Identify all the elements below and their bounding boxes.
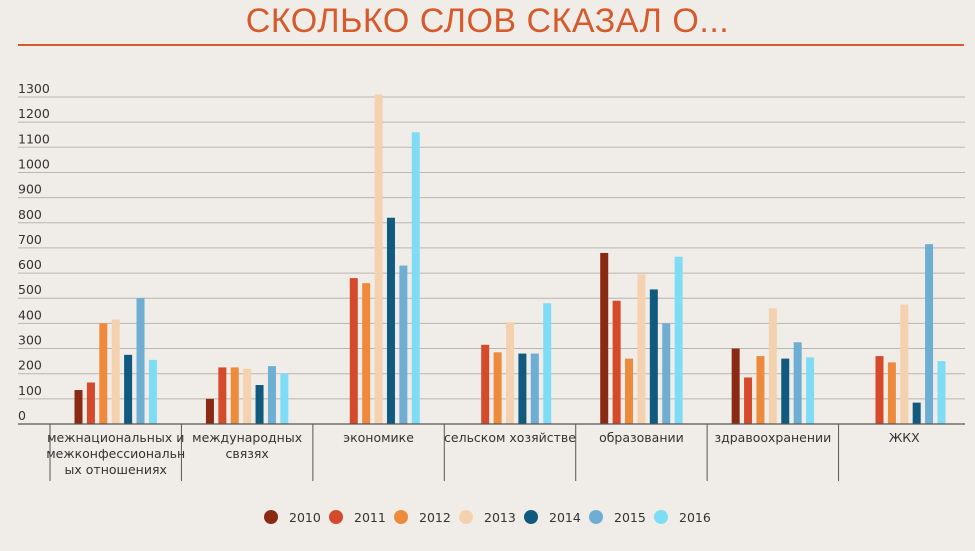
bar [86, 382, 95, 424]
bar [674, 256, 683, 424]
chart-title: СКОЛЬКО СЛОВ СКАЗАЛ О... [245, 2, 730, 40]
bar [136, 298, 145, 424]
y-tick-label: 400 [18, 307, 42, 322]
legend: 2010 2011 2012 2013 2014 2015 2016 [264, 510, 711, 525]
bar [506, 322, 514, 424]
bars [74, 94, 946, 424]
category-label: ых отношениях [65, 462, 167, 477]
legend-label: 2012 [419, 510, 451, 525]
bar [481, 344, 490, 424]
bar [530, 353, 539, 424]
category-label: образовании [599, 430, 684, 445]
category-label: сельском хозяйстве [444, 430, 576, 445]
bar [731, 348, 740, 424]
category-label: межконфессиональн [46, 446, 185, 461]
bar [205, 398, 214, 424]
bar [280, 373, 289, 424]
y-tick-label: 600 [18, 257, 42, 272]
category-label: межнациональных и [47, 430, 184, 445]
legend-label: 2011 [354, 510, 386, 525]
bar [662, 323, 671, 424]
legend-label: 2015 [614, 510, 646, 525]
bar [612, 300, 621, 424]
bar [768, 308, 777, 424]
bar [124, 354, 133, 424]
y-tick-label: 300 [18, 333, 42, 348]
y-tick-label: 700 [18, 232, 42, 247]
bar [793, 342, 802, 424]
bar [649, 289, 658, 424]
legend-marker [264, 510, 278, 524]
category-label: экономике [343, 430, 414, 445]
category-label: связях [225, 446, 268, 461]
bar [912, 402, 921, 424]
bar [218, 367, 227, 424]
y-axis-ticks: 0 100 200 300 400 500 600 700 800 900 1000 1100 1200… [18, 81, 50, 423]
y-tick-label: 200 [18, 358, 42, 373]
bar [267, 366, 276, 424]
bar [399, 265, 408, 424]
bar [925, 244, 934, 424]
bar [362, 283, 371, 424]
y-tick-label: 1000 [18, 156, 50, 171]
bar [74, 390, 83, 424]
bar [756, 356, 765, 424]
bar [937, 361, 946, 424]
category-label: здравоохранении [714, 430, 831, 445]
y-tick-label: 1200 [18, 106, 50, 121]
y-tick-label: 900 [18, 182, 42, 197]
x-axis [18, 423, 965, 481]
bar [411, 132, 420, 424]
legend-marker [589, 510, 603, 524]
legend-marker [459, 510, 473, 524]
bar [243, 368, 252, 424]
bar [637, 274, 646, 424]
legend-marker [654, 510, 668, 524]
bar [900, 304, 909, 424]
y-tick-label: 500 [18, 282, 42, 297]
bar [148, 359, 157, 424]
bar [875, 356, 884, 424]
legend-label: 2013 [484, 510, 516, 525]
bar [518, 353, 527, 424]
bar [349, 278, 358, 424]
legend-marker [329, 510, 343, 524]
y-tick-label: 800 [18, 207, 42, 222]
y-tick-label: 1100 [18, 131, 50, 146]
bar [255, 385, 264, 424]
legend-marker [524, 510, 538, 524]
y-tick-label: 0 [18, 408, 26, 423]
bar [374, 94, 383, 424]
title-underline [18, 44, 964, 46]
legend-label: 2014 [549, 510, 581, 525]
legend-label: 2016 [679, 510, 711, 525]
gridlines [18, 96, 965, 400]
category-label: ЖКХ [889, 430, 920, 445]
bar [781, 358, 790, 424]
bar [625, 358, 634, 424]
bar [493, 352, 502, 424]
bar [887, 362, 896, 424]
y-tick-label: 100 [18, 383, 42, 398]
bar [111, 319, 120, 424]
legend-marker [394, 510, 408, 524]
bar [744, 377, 753, 424]
legend-label: 2010 [289, 510, 321, 525]
bar [806, 357, 815, 424]
y-tick-label: 1300 [18, 81, 50, 96]
bar [543, 303, 552, 424]
bar [386, 217, 395, 424]
bar [600, 252, 609, 424]
bar [99, 323, 108, 424]
bar [230, 367, 239, 424]
category-label: международных [192, 430, 302, 445]
